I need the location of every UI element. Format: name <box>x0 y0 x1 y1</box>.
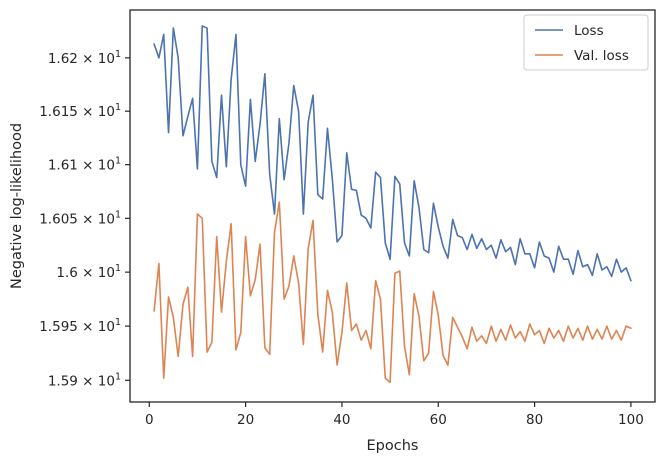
x-axis-label: Epochs <box>367 438 419 454</box>
y-axis-label: Negative log-likelihood <box>9 123 25 289</box>
x-axis: 0 20 40 60 80 100 <box>145 402 644 428</box>
legend-label-loss: Loss <box>574 23 604 39</box>
y-axis: 1.59 × 101 1.595 × 101 1.6 × 101 1.605 × 10… <box>39 49 130 389</box>
series-layer <box>153 25 632 384</box>
y-tick-label: 1.615 × 101 <box>39 102 121 120</box>
y-tick-label: 1.62 × 101 <box>48 49 121 67</box>
legend-label-val-loss: Val. loss <box>574 48 629 64</box>
x-tick-label: 80 <box>526 412 543 428</box>
x-tick-label: 40 <box>333 412 350 428</box>
y-tick-label: 1.605 × 101 <box>39 209 121 227</box>
legend-frame <box>523 14 649 71</box>
y-tick-label: 1.595 × 101 <box>39 317 121 335</box>
series-line-loss <box>153 25 632 282</box>
y-tick-label: 1.6 × 101 <box>56 263 121 281</box>
y-tick-label: 1.61 × 101 <box>48 156 121 174</box>
y-tick-label: 1.59 × 101 <box>48 371 121 389</box>
x-tick-label: 20 <box>237 412 254 428</box>
x-tick-label: 100 <box>618 412 644 428</box>
x-tick-label: 0 <box>145 412 154 428</box>
legend: Loss Val. loss <box>523 14 649 71</box>
x-tick-label: 60 <box>430 412 447 428</box>
series-line-val-loss <box>153 201 632 384</box>
